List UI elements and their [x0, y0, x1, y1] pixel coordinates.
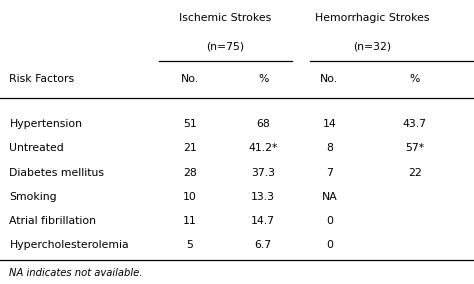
Text: 14.7: 14.7 [251, 216, 275, 226]
Text: %: % [410, 74, 420, 84]
Text: 11: 11 [182, 216, 197, 226]
Text: (n=32): (n=32) [353, 41, 391, 51]
Text: 0: 0 [326, 240, 333, 250]
Text: Ischemic Strokes: Ischemic Strokes [179, 13, 271, 23]
Text: Diabetes mellitus: Diabetes mellitus [9, 168, 104, 178]
Text: 43.7: 43.7 [403, 119, 427, 129]
Text: 22: 22 [408, 168, 422, 178]
Text: (n=75): (n=75) [206, 41, 244, 51]
Text: Hypercholesterolemia: Hypercholesterolemia [9, 240, 129, 250]
Text: NA indicates not available.: NA indicates not available. [9, 268, 143, 278]
Text: No.: No. [320, 74, 338, 84]
Text: Untreated: Untreated [9, 143, 64, 153]
Text: Atrial fibrillation: Atrial fibrillation [9, 216, 97, 226]
Text: 8: 8 [326, 143, 333, 153]
Text: 0: 0 [326, 216, 333, 226]
Text: 14: 14 [322, 119, 337, 129]
Text: 13.3: 13.3 [251, 192, 275, 202]
Text: Hypertension: Hypertension [9, 119, 82, 129]
Text: 5: 5 [186, 240, 193, 250]
Text: NA: NA [321, 192, 337, 202]
Text: 7: 7 [326, 168, 333, 178]
Text: 28: 28 [182, 168, 197, 178]
Text: 51: 51 [182, 119, 197, 129]
Text: 41.2*: 41.2* [248, 143, 278, 153]
Text: 68: 68 [256, 119, 270, 129]
Text: Hemorrhagic Strokes: Hemorrhagic Strokes [315, 13, 429, 23]
Text: Smoking: Smoking [9, 192, 57, 202]
Text: 21: 21 [182, 143, 197, 153]
Text: 10: 10 [182, 192, 197, 202]
Text: Risk Factors: Risk Factors [9, 74, 74, 84]
Text: No.: No. [181, 74, 199, 84]
Text: %: % [258, 74, 268, 84]
Text: 57*: 57* [405, 143, 424, 153]
Text: 6.7: 6.7 [255, 240, 272, 250]
Text: 37.3: 37.3 [251, 168, 275, 178]
